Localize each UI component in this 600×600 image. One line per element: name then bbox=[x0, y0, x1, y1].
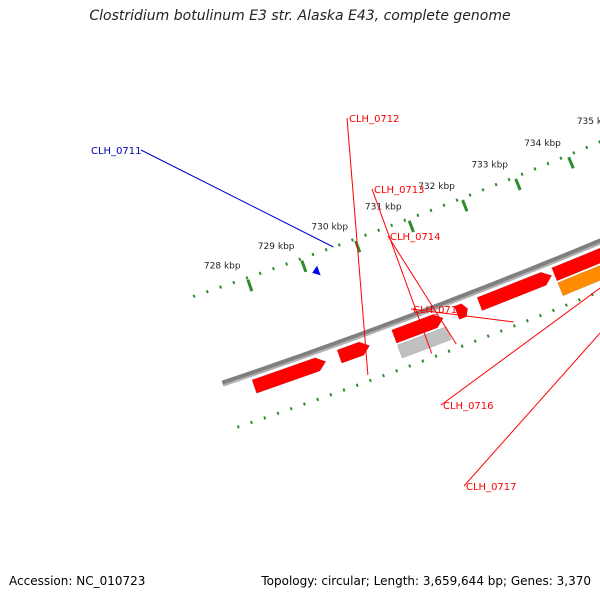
backbone-shadow bbox=[222, 242, 600, 387]
axis-tick-label: 733 kbp bbox=[471, 161, 508, 171]
gene-label: CLH_0711 bbox=[91, 146, 142, 157]
axis-tick bbox=[461, 199, 469, 212]
gene-label-leader bbox=[440, 287, 600, 406]
axis-tick bbox=[300, 260, 308, 273]
gene-feature bbox=[311, 265, 321, 276]
axis-tick bbox=[407, 220, 415, 233]
gene-label-leader bbox=[410, 308, 514, 323]
axis-tick-label: 729 kbp bbox=[258, 242, 295, 252]
gene-label: CLH_0714 bbox=[390, 232, 441, 243]
axis-tick-label: 732 kbp bbox=[418, 182, 455, 192]
gene-label-leader bbox=[387, 235, 457, 345]
gene-label-leader bbox=[140, 149, 334, 248]
gene-label: CLH_0717 bbox=[466, 482, 517, 493]
gene-label: CLH_0712 bbox=[349, 114, 400, 125]
axis-tick bbox=[514, 178, 522, 191]
gene-label-leader bbox=[371, 188, 433, 354]
gene-label-leader bbox=[346, 117, 369, 376]
gene-feature bbox=[251, 357, 327, 394]
gene-feature bbox=[557, 265, 600, 297]
axis-tick-label: 734 kbp bbox=[524, 139, 561, 149]
gene-feature bbox=[476, 271, 553, 311]
axis-tick-label: 730 kbp bbox=[311, 223, 348, 233]
axis-tick bbox=[246, 279, 254, 292]
gene-feature bbox=[396, 326, 452, 359]
accession-text: Accession: NC_010723 bbox=[9, 574, 146, 588]
gene-feature bbox=[336, 341, 371, 364]
map-title: Clostridium botulinum E3 str. Alaska E43… bbox=[89, 8, 511, 24]
axis-tick-label: 735 kbp bbox=[577, 117, 600, 127]
axis-tick-label: 731 kbp bbox=[365, 203, 402, 213]
gene-feature bbox=[551, 247, 600, 282]
axis-tick-label: 728 kbp bbox=[204, 261, 241, 271]
backbone-line bbox=[221, 238, 600, 385]
genome-summary-text: Topology: circular; Length: 3,659,644 bp… bbox=[261, 574, 591, 588]
axis-tick bbox=[567, 156, 575, 169]
gene-label: CLH_0716 bbox=[443, 401, 494, 412]
gene-label: CLH_0715 bbox=[413, 305, 464, 316]
gene-label: CLH_0713 bbox=[374, 185, 425, 196]
gene-feature bbox=[391, 314, 444, 344]
gene-label-leader bbox=[463, 332, 600, 487]
